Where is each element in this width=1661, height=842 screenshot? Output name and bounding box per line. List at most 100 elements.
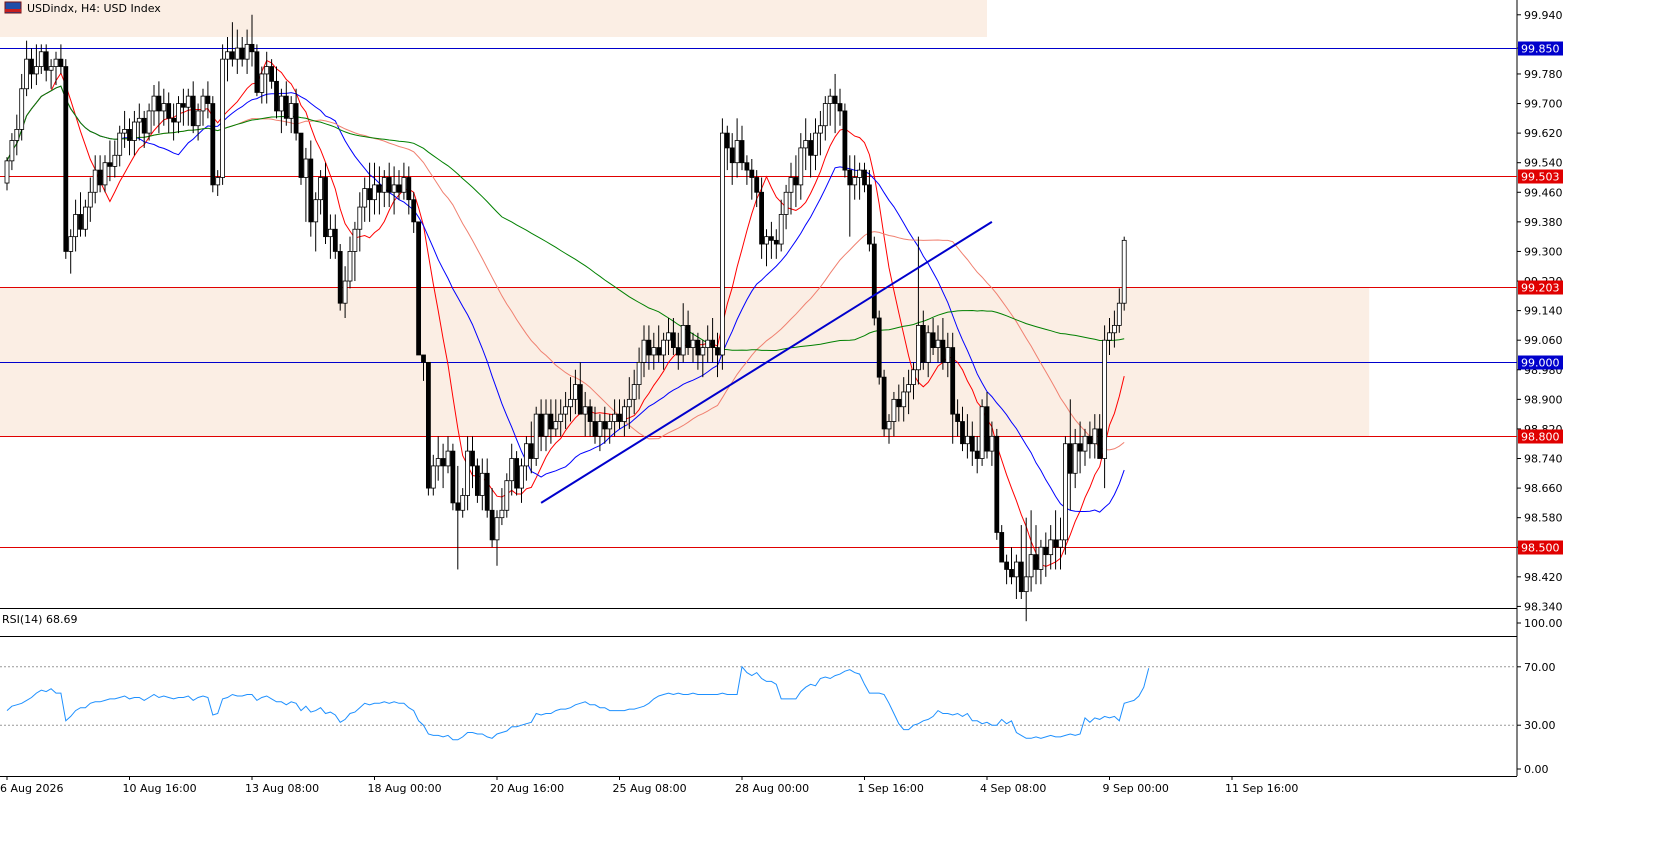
candle-bear bbox=[421, 354, 426, 363]
candle-bear bbox=[1077, 443, 1083, 452]
candle-bear bbox=[293, 103, 299, 134]
price-zone bbox=[0, 0, 987, 37]
candle-bear bbox=[58, 58, 64, 67]
level-price-tag bbox=[1518, 280, 1563, 295]
candle-bull bbox=[901, 391, 907, 408]
rsi-panel: 100.00 70.00 30.00 0.00 RSI(14) 68.69 bbox=[0, 613, 1563, 776]
candle-bull bbox=[1102, 339, 1107, 459]
time-tick-label: 28 Aug 00:00 bbox=[735, 782, 809, 795]
candle-bull bbox=[372, 184, 377, 201]
candle-bear bbox=[1043, 546, 1049, 556]
candle-bull bbox=[68, 236, 74, 252]
time-tick-label: 10 Aug 16:00 bbox=[123, 782, 197, 795]
candle-bear bbox=[332, 228, 338, 252]
candle-bull bbox=[641, 339, 647, 363]
candle-bull bbox=[519, 465, 524, 489]
candle-bear bbox=[450, 450, 456, 504]
time-tick-label: 4 Sep 08:00 bbox=[980, 782, 1046, 795]
candle-bear bbox=[210, 103, 216, 186]
candle-bear bbox=[999, 532, 1005, 563]
candle-bear bbox=[930, 332, 936, 348]
candle-bull bbox=[342, 280, 348, 304]
candle-bear bbox=[190, 95, 196, 127]
ma-medium-line bbox=[6, 85, 1125, 513]
candle-bull bbox=[185, 95, 191, 108]
candle-bull bbox=[1121, 239, 1127, 304]
level-price-label: 98.500 bbox=[1521, 542, 1560, 555]
candle-bull bbox=[92, 169, 98, 193]
candle-bull bbox=[234, 47, 240, 60]
candle-bear bbox=[1033, 554, 1039, 570]
candle-bull bbox=[1023, 576, 1029, 593]
candle-bear bbox=[773, 239, 779, 245]
rsi-level-label: 70.00 bbox=[1524, 661, 1556, 674]
candle-bull bbox=[122, 129, 127, 134]
candle-bear bbox=[832, 95, 838, 104]
candle-bear bbox=[416, 221, 422, 356]
candle-bear bbox=[671, 332, 676, 348]
price-tick-label: 99.460 bbox=[1524, 186, 1563, 199]
candle-bull bbox=[352, 228, 358, 252]
candle-bull bbox=[813, 132, 818, 156]
candle-bear bbox=[63, 66, 69, 252]
candle-bear bbox=[470, 450, 475, 467]
candle-bear bbox=[920, 324, 926, 363]
price-tick-label: 99.540 bbox=[1524, 157, 1563, 170]
candle-bull bbox=[1063, 443, 1068, 541]
candle-bear bbox=[337, 251, 343, 304]
candle-bull bbox=[494, 517, 500, 541]
candle-bear bbox=[514, 458, 519, 489]
candle-bear bbox=[440, 458, 446, 467]
candle-bear bbox=[754, 177, 760, 193]
candle-bear bbox=[744, 162, 750, 171]
candle-bull bbox=[626, 398, 632, 408]
candle-bear bbox=[793, 177, 799, 186]
candle-bear bbox=[974, 450, 980, 459]
candle-bull bbox=[136, 117, 142, 123]
candle-bear bbox=[107, 162, 113, 167]
candle-bear bbox=[323, 177, 328, 238]
candle-bull bbox=[965, 435, 970, 445]
time-tick-label: 11 Sep 16:00 bbox=[1225, 782, 1298, 795]
candle-bear bbox=[1018, 561, 1024, 593]
candle-bear bbox=[739, 140, 745, 164]
candle-bull bbox=[504, 480, 510, 511]
candle-bull bbox=[822, 103, 828, 127]
candle-bear bbox=[528, 443, 534, 459]
candle-bull bbox=[53, 58, 59, 67]
candle-bear bbox=[43, 51, 49, 71]
candle-bull bbox=[945, 347, 951, 363]
rsi-level-label: 30.00 bbox=[1524, 719, 1556, 732]
trendline[interactable] bbox=[540, 221, 993, 504]
candle-bear bbox=[695, 339, 701, 356]
candle-bear bbox=[367, 188, 373, 201]
trendline-group[interactable] bbox=[540, 221, 993, 504]
candle-bear bbox=[141, 117, 147, 134]
candle-bear bbox=[1009, 569, 1014, 578]
candle-bull bbox=[818, 125, 823, 134]
candle-bull bbox=[313, 199, 319, 223]
candle-bull bbox=[278, 95, 284, 112]
candle-bull bbox=[989, 435, 995, 452]
candle-bull bbox=[911, 369, 916, 385]
candle-bull bbox=[857, 169, 862, 178]
candle-bull bbox=[445, 450, 451, 467]
candle-bull bbox=[509, 458, 515, 482]
candle-bull bbox=[803, 140, 809, 149]
candle-bull bbox=[1058, 539, 1063, 548]
candle-bull bbox=[778, 214, 784, 245]
candle-bull bbox=[568, 398, 573, 408]
candle-bull bbox=[73, 214, 78, 238]
candle-bear bbox=[710, 339, 715, 348]
candle-bear bbox=[180, 103, 186, 108]
candle-bull bbox=[225, 51, 230, 60]
candle-bear bbox=[406, 177, 412, 201]
candle-bull bbox=[612, 413, 617, 422]
candle-bear bbox=[876, 317, 882, 378]
candle-bull bbox=[112, 154, 118, 167]
level-price-label: 99.503 bbox=[1521, 171, 1560, 184]
candle-bear bbox=[602, 421, 608, 430]
candle-bull bbox=[24, 58, 30, 90]
candle-bull bbox=[195, 110, 201, 127]
